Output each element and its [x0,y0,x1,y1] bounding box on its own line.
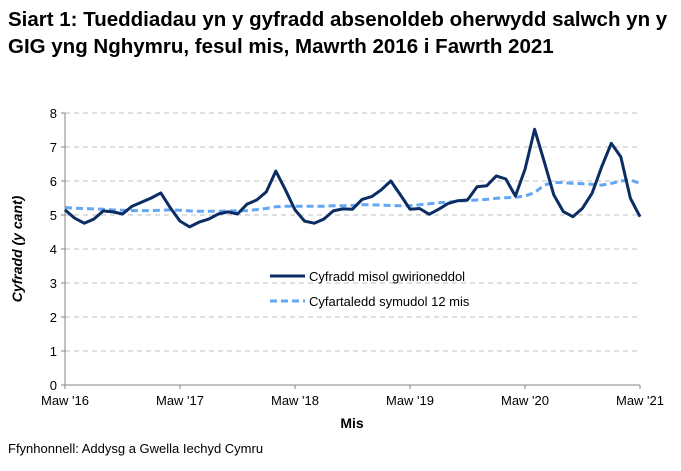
y-tick-label: 8 [50,106,57,121]
legend: Cyfradd misol gwirioneddol Cyfartaledd s… [270,269,470,309]
y-tick-label: 3 [50,276,57,291]
chart-title: Siart 1: Tueddiadau yn y gyfradd absenol… [8,8,668,58]
y-axis-ticks: 0 1 2 3 4 5 6 7 8 [50,106,65,393]
y-tick-label: 6 [50,174,57,189]
y-axis-label: Cyfradd (y cant) [9,195,25,302]
y-tick-label: 7 [50,140,57,155]
x-tick-label: Maw '21 [616,393,664,408]
legend-label-moving-average: Cyfartaledd symudol 12 mis [309,294,470,309]
y-tick-label: 4 [50,242,57,257]
x-tick-label: Maw '16 [41,393,89,408]
x-tick-label: Maw '20 [501,393,549,408]
source-note: Ffynhonnell: Addysg a Gwella Iechyd Cymr… [8,441,264,456]
x-tick-label: Maw '18 [271,393,319,408]
gridlines [65,112,640,352]
y-tick-label: 2 [50,310,57,325]
x-tick-label: Maw '17 [156,393,204,408]
series-line-actual [64,127,642,229]
y-tick-label: 5 [50,208,57,223]
legend-label-actual: Cyfradd misol gwirioneddol [309,269,465,284]
x-axis-ticks: Maw '16 Maw '17 Maw '18 Maw '19 Maw '20 Maw '… [41,385,664,408]
y-tick-label: 0 [50,378,57,393]
x-axis-label: Mis [340,415,364,431]
y-tick-label: 1 [50,344,57,359]
x-tick-label: Maw '19 [386,393,434,408]
